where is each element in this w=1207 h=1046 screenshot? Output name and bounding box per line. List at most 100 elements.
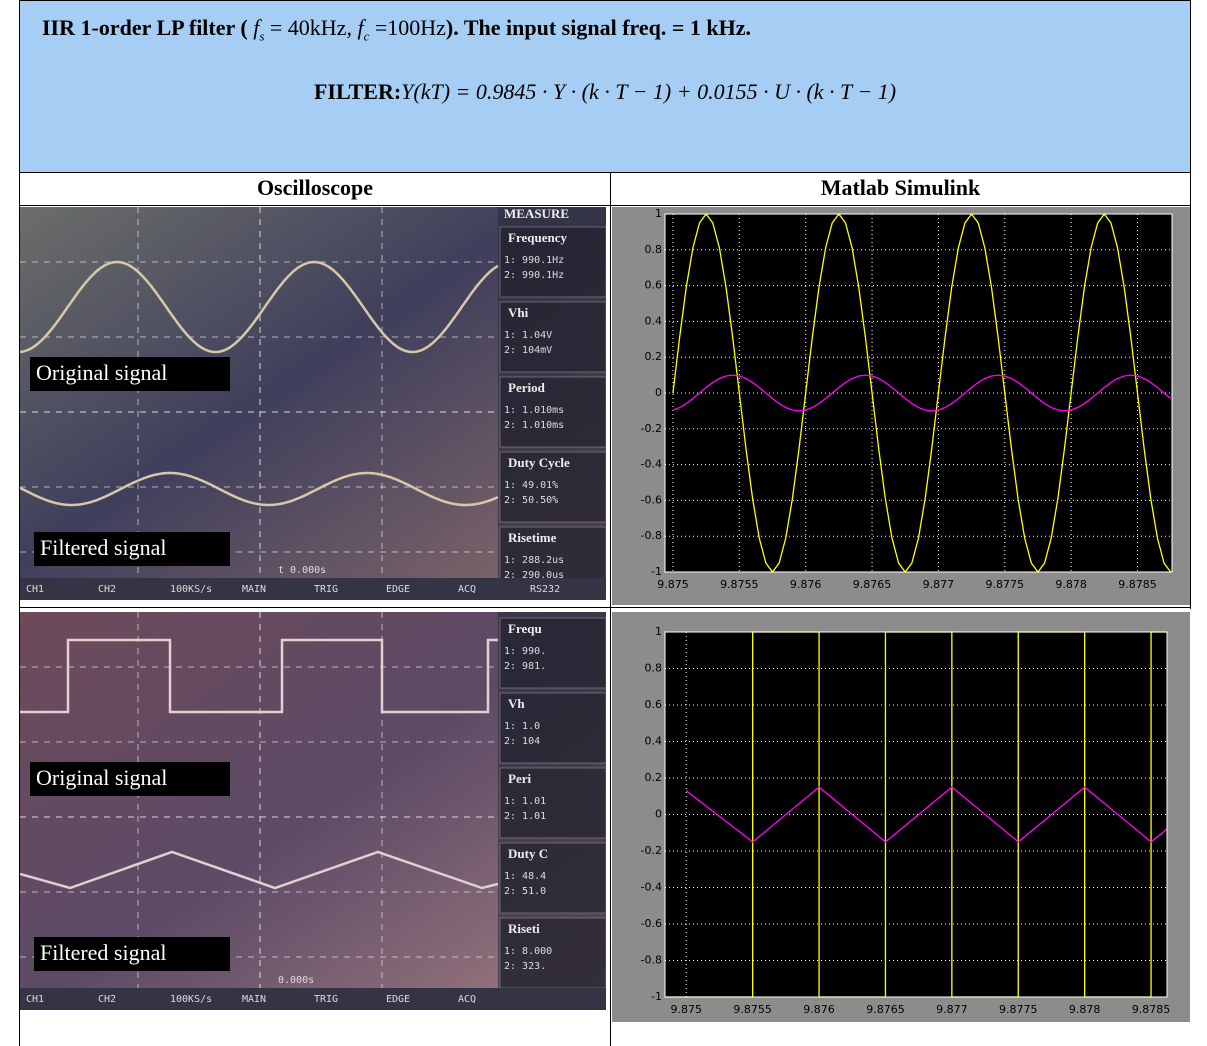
y-tick-label: 0.8: [645, 243, 663, 256]
panel-heading: Duty Cycle: [508, 455, 570, 470]
math: c: [364, 28, 370, 43]
status-item: MAIN: [242, 994, 266, 1005]
signal-label: Original signal: [36, 360, 167, 385]
panel-value: 2: 104mV: [504, 345, 552, 356]
status-item: MAIN: [242, 584, 266, 595]
x-tick-label: 9.8755: [733, 1003, 772, 1016]
status-item: TRIG: [314, 994, 338, 1005]
x-tick-label: 9.8755: [720, 578, 759, 591]
x-tick-label: 9.8785: [1132, 1003, 1171, 1016]
status-item: CH1: [26, 584, 44, 595]
status-item: RS232: [530, 584, 560, 595]
status-item: ACQ: [458, 994, 476, 1005]
filter-label: FILTER:: [314, 79, 401, 104]
y-tick-label: 0.2: [645, 771, 663, 784]
panel-value: 1: 1.01: [504, 796, 546, 807]
y-tick-label: 0: [655, 808, 662, 821]
column-header: Oscilloscope: [19, 172, 611, 206]
plot-area: [665, 632, 1167, 997]
panel-value: 1: 8.000: [504, 946, 552, 957]
panel-heading: Risetime: [508, 530, 557, 545]
time-readout: 0.000s: [278, 975, 314, 986]
y-tick-label: 0.6: [645, 279, 663, 292]
y-tick-label: 1: [655, 625, 662, 638]
y-tick-label: 1: [655, 207, 662, 220]
y-tick-label: 0: [655, 386, 662, 399]
x-tick-label: 9.878: [1055, 578, 1087, 591]
signal-label: Filtered signal: [40, 940, 166, 965]
panel-value: 2: 51.0: [504, 886, 546, 897]
x-tick-label: 9.876: [803, 1003, 835, 1016]
x-tick-label: 9.8765: [866, 1003, 905, 1016]
panel-value: 2: 1.01: [504, 811, 546, 822]
y-tick-label: -0.8: [641, 954, 662, 967]
y-tick-label: 0.4: [645, 314, 663, 327]
x-tick-label: 9.876: [790, 578, 822, 591]
signal-label: Original signal: [36, 765, 167, 790]
status-item: 100KS/s: [170, 994, 212, 1005]
panel-heading: Peri: [508, 771, 531, 786]
y-tick-label: -1: [651, 990, 662, 1003]
math: =100Hz: [375, 15, 446, 40]
y-tick-label: 0.4: [645, 735, 663, 748]
math: Y(kT) = 0.9845 · Y · (k · T − 1) + 0.015…: [401, 79, 896, 104]
y-tick-label: -1: [651, 565, 662, 578]
y-tick-label: 0.6: [645, 698, 663, 711]
page: {"header": { "title": {"lead": "IIR 1-or…: [0, 0, 1207, 1046]
math: = 40kHz: [270, 15, 347, 40]
y-tick-label: 0.8: [645, 662, 663, 675]
status-item: TRIG: [314, 584, 338, 595]
x-tick-label: 9.875: [657, 578, 689, 591]
panel-heading: Riseti: [508, 921, 540, 936]
y-tick-label: -0.4: [641, 458, 662, 471]
x-tick-label: 9.875: [670, 1003, 702, 1016]
status-item: 100KS/s: [170, 584, 212, 595]
panel-value: 2: 981.: [504, 661, 546, 672]
panel-heading: Duty C: [508, 846, 548, 861]
status-item: ACQ: [458, 584, 476, 595]
panel-heading: Frequ: [508, 621, 542, 636]
panel-value: 1: 990.: [504, 646, 546, 657]
y-tick-label: -0.2: [641, 844, 662, 857]
time-readout: t 0.000s: [278, 565, 326, 576]
panel-heading: Period: [508, 380, 546, 395]
panel-heading: Frequency: [508, 230, 567, 245]
x-tick-label: 9.8775: [986, 578, 1025, 591]
panel-value: 1: 288.2us: [504, 555, 564, 566]
x-tick-label: 9.877: [936, 1003, 968, 1016]
border: [610, 172, 611, 1046]
y-tick-label: -0.6: [641, 493, 662, 506]
panel-value: 1: 1.04V: [504, 330, 552, 341]
x-tick-label: 9.878: [1069, 1003, 1101, 1016]
x-tick-label: 9.8785: [1118, 578, 1157, 591]
panel-value: 2: 990.1Hz: [504, 270, 564, 281]
title-text: IIR 1-order LP filter (: [42, 15, 248, 40]
status-item: CH2: [98, 994, 116, 1005]
panel-value: 2: 104: [504, 736, 540, 747]
panel-value: 2: 1.010ms: [504, 420, 564, 431]
panel-value: 1: 1.0: [504, 721, 540, 732]
header-cell: IIR 1-order LP filter ( fs = 40kHz, fc =…: [19, 0, 1191, 173]
panel-title: MEASURE: [504, 207, 569, 221]
math: ,: [346, 15, 352, 40]
y-tick-label: -0.8: [641, 529, 662, 542]
y-tick-label: -0.6: [641, 917, 662, 930]
math: s: [259, 28, 264, 43]
panel-value: 1: 990.1Hz: [504, 255, 564, 266]
panel-value: 2: 323.: [504, 961, 546, 972]
x-tick-label: 9.8775: [999, 1003, 1038, 1016]
y-tick-label: -0.4: [641, 881, 662, 894]
panel-value: 1: 49.01%: [504, 480, 558, 491]
oscilloscope-photo: Frequ1: 990.2: 981.Vh1: 1.02: 104Peri1: …: [20, 612, 606, 1010]
title: IIR 1-order LP filter ( fs = 40kHz, fc =…: [42, 15, 751, 44]
border: [19, 607, 1191, 608]
y-tick-label: -0.2: [641, 422, 662, 435]
border: [19, 205, 1191, 206]
panel-value: 1: 1.010ms: [504, 405, 564, 416]
x-tick-label: 9.8765: [853, 578, 892, 591]
title-text: ). The input signal freq. = 1 kHz.: [446, 15, 751, 40]
signal-label: Filtered signal: [40, 535, 166, 560]
status-item: CH2: [98, 584, 116, 595]
